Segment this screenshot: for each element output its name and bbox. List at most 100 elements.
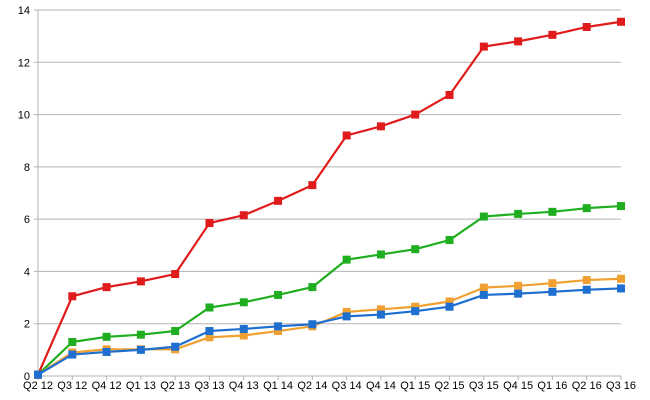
series-line-4 (37, 287, 622, 376)
axes (34, 9, 622, 380)
data-point (102, 283, 111, 292)
data-point (479, 42, 488, 51)
data-point (411, 245, 420, 254)
x-tick-label: Q2 13 (160, 380, 190, 392)
x-tick-label: Q3 12 (57, 380, 87, 392)
y-tick-label: 6 (24, 214, 30, 226)
data-point (274, 196, 283, 205)
data-point (308, 283, 317, 292)
x-tick-label: Q4 13 (229, 380, 259, 392)
data-point (239, 331, 248, 340)
y-tick-label: 10 (18, 110, 30, 122)
x-tick-label: Q4 12 (92, 380, 122, 392)
x-tick-label: Q2 12 (23, 380, 53, 392)
x-tick-label: Q3 16 (606, 380, 636, 392)
data-point (205, 303, 214, 312)
data-point (205, 327, 214, 336)
data-point (102, 332, 111, 341)
y-tick-label: 14 (18, 5, 30, 17)
y-tick-label: 2 (24, 319, 30, 331)
data-point (445, 236, 454, 245)
data-point (514, 289, 523, 298)
data-point (239, 324, 248, 333)
data-point (617, 202, 625, 211)
data-point (445, 90, 454, 99)
data-point (548, 30, 557, 39)
y-tick-label: 4 (24, 266, 30, 278)
data-point (376, 310, 385, 319)
data-point (617, 274, 625, 283)
data-point (171, 270, 180, 279)
x-tick-label: Q1 13 (126, 380, 156, 392)
x-tick-label: Q4 14 (366, 380, 396, 392)
data-point (411, 110, 420, 119)
y-tick-label: 8 (24, 162, 30, 174)
data-point (445, 302, 454, 311)
data-point (582, 285, 591, 294)
data-point (479, 283, 488, 292)
x-tick-label: Q1 16 (537, 380, 567, 392)
data-point (239, 211, 248, 220)
series-line-2 (37, 204, 622, 376)
data-point (582, 22, 591, 31)
data-point (239, 298, 248, 307)
data-point (171, 342, 180, 351)
data-point (274, 327, 283, 336)
x-tick-label: Q3 13 (194, 380, 224, 392)
data-point (205, 333, 214, 342)
data-point (548, 207, 557, 216)
data-point (342, 131, 351, 140)
data-point (582, 276, 591, 285)
data-point (342, 312, 351, 321)
data-point (274, 322, 283, 331)
data-point (514, 37, 523, 46)
gridlines (38, 9, 621, 377)
data-point (68, 338, 77, 347)
x-tick-label: Q1 14 (263, 380, 293, 392)
y-tick-labels: 0 2 4 6 8 10 12 14 (18, 5, 30, 383)
data-point (479, 290, 488, 299)
data-point (376, 305, 385, 314)
x-tick-labels: Q2 12 Q3 12 Q4 12 Q1 13 Q2 13 Q3 13 Q4 13 Q1 14… (23, 380, 636, 392)
data-point (68, 292, 77, 301)
series-lines (36, 20, 622, 376)
series-line-1 (36, 20, 622, 376)
data-point (136, 277, 145, 286)
data-point (617, 17, 625, 26)
data-point (376, 250, 385, 259)
data-point (548, 287, 557, 296)
data-point (411, 307, 420, 316)
data-point (136, 330, 145, 339)
data-point (582, 204, 591, 213)
x-tick-label: Q4 15 (503, 380, 533, 392)
y-tick-label: 12 (18, 57, 30, 69)
data-point (376, 122, 385, 131)
x-tick-label: Q2 15 (435, 380, 465, 392)
data-point (102, 347, 111, 356)
data-point (274, 290, 283, 299)
data-point (548, 279, 557, 288)
x-tick-label: Q1 15 (400, 380, 430, 392)
data-point (171, 327, 180, 336)
data-point (308, 181, 317, 190)
x-tick-label: Q3 14 (332, 380, 362, 392)
x-tick-label: Q2 14 (297, 380, 327, 392)
data-points (34, 17, 625, 379)
data-point (479, 212, 488, 221)
data-point (445, 297, 454, 306)
data-point (342, 307, 351, 316)
x-tick-label: Q2 16 (572, 380, 602, 392)
data-point (617, 284, 625, 293)
y-tick-label: 0 (24, 371, 30, 383)
data-point (205, 219, 214, 228)
data-point (34, 370, 42, 379)
x-tick-label: Q3 15 (469, 380, 499, 392)
data-point (411, 302, 420, 311)
data-point (136, 345, 145, 354)
data-point (68, 350, 77, 359)
data-point (308, 320, 317, 329)
data-point (514, 209, 523, 218)
data-point (514, 281, 523, 290)
